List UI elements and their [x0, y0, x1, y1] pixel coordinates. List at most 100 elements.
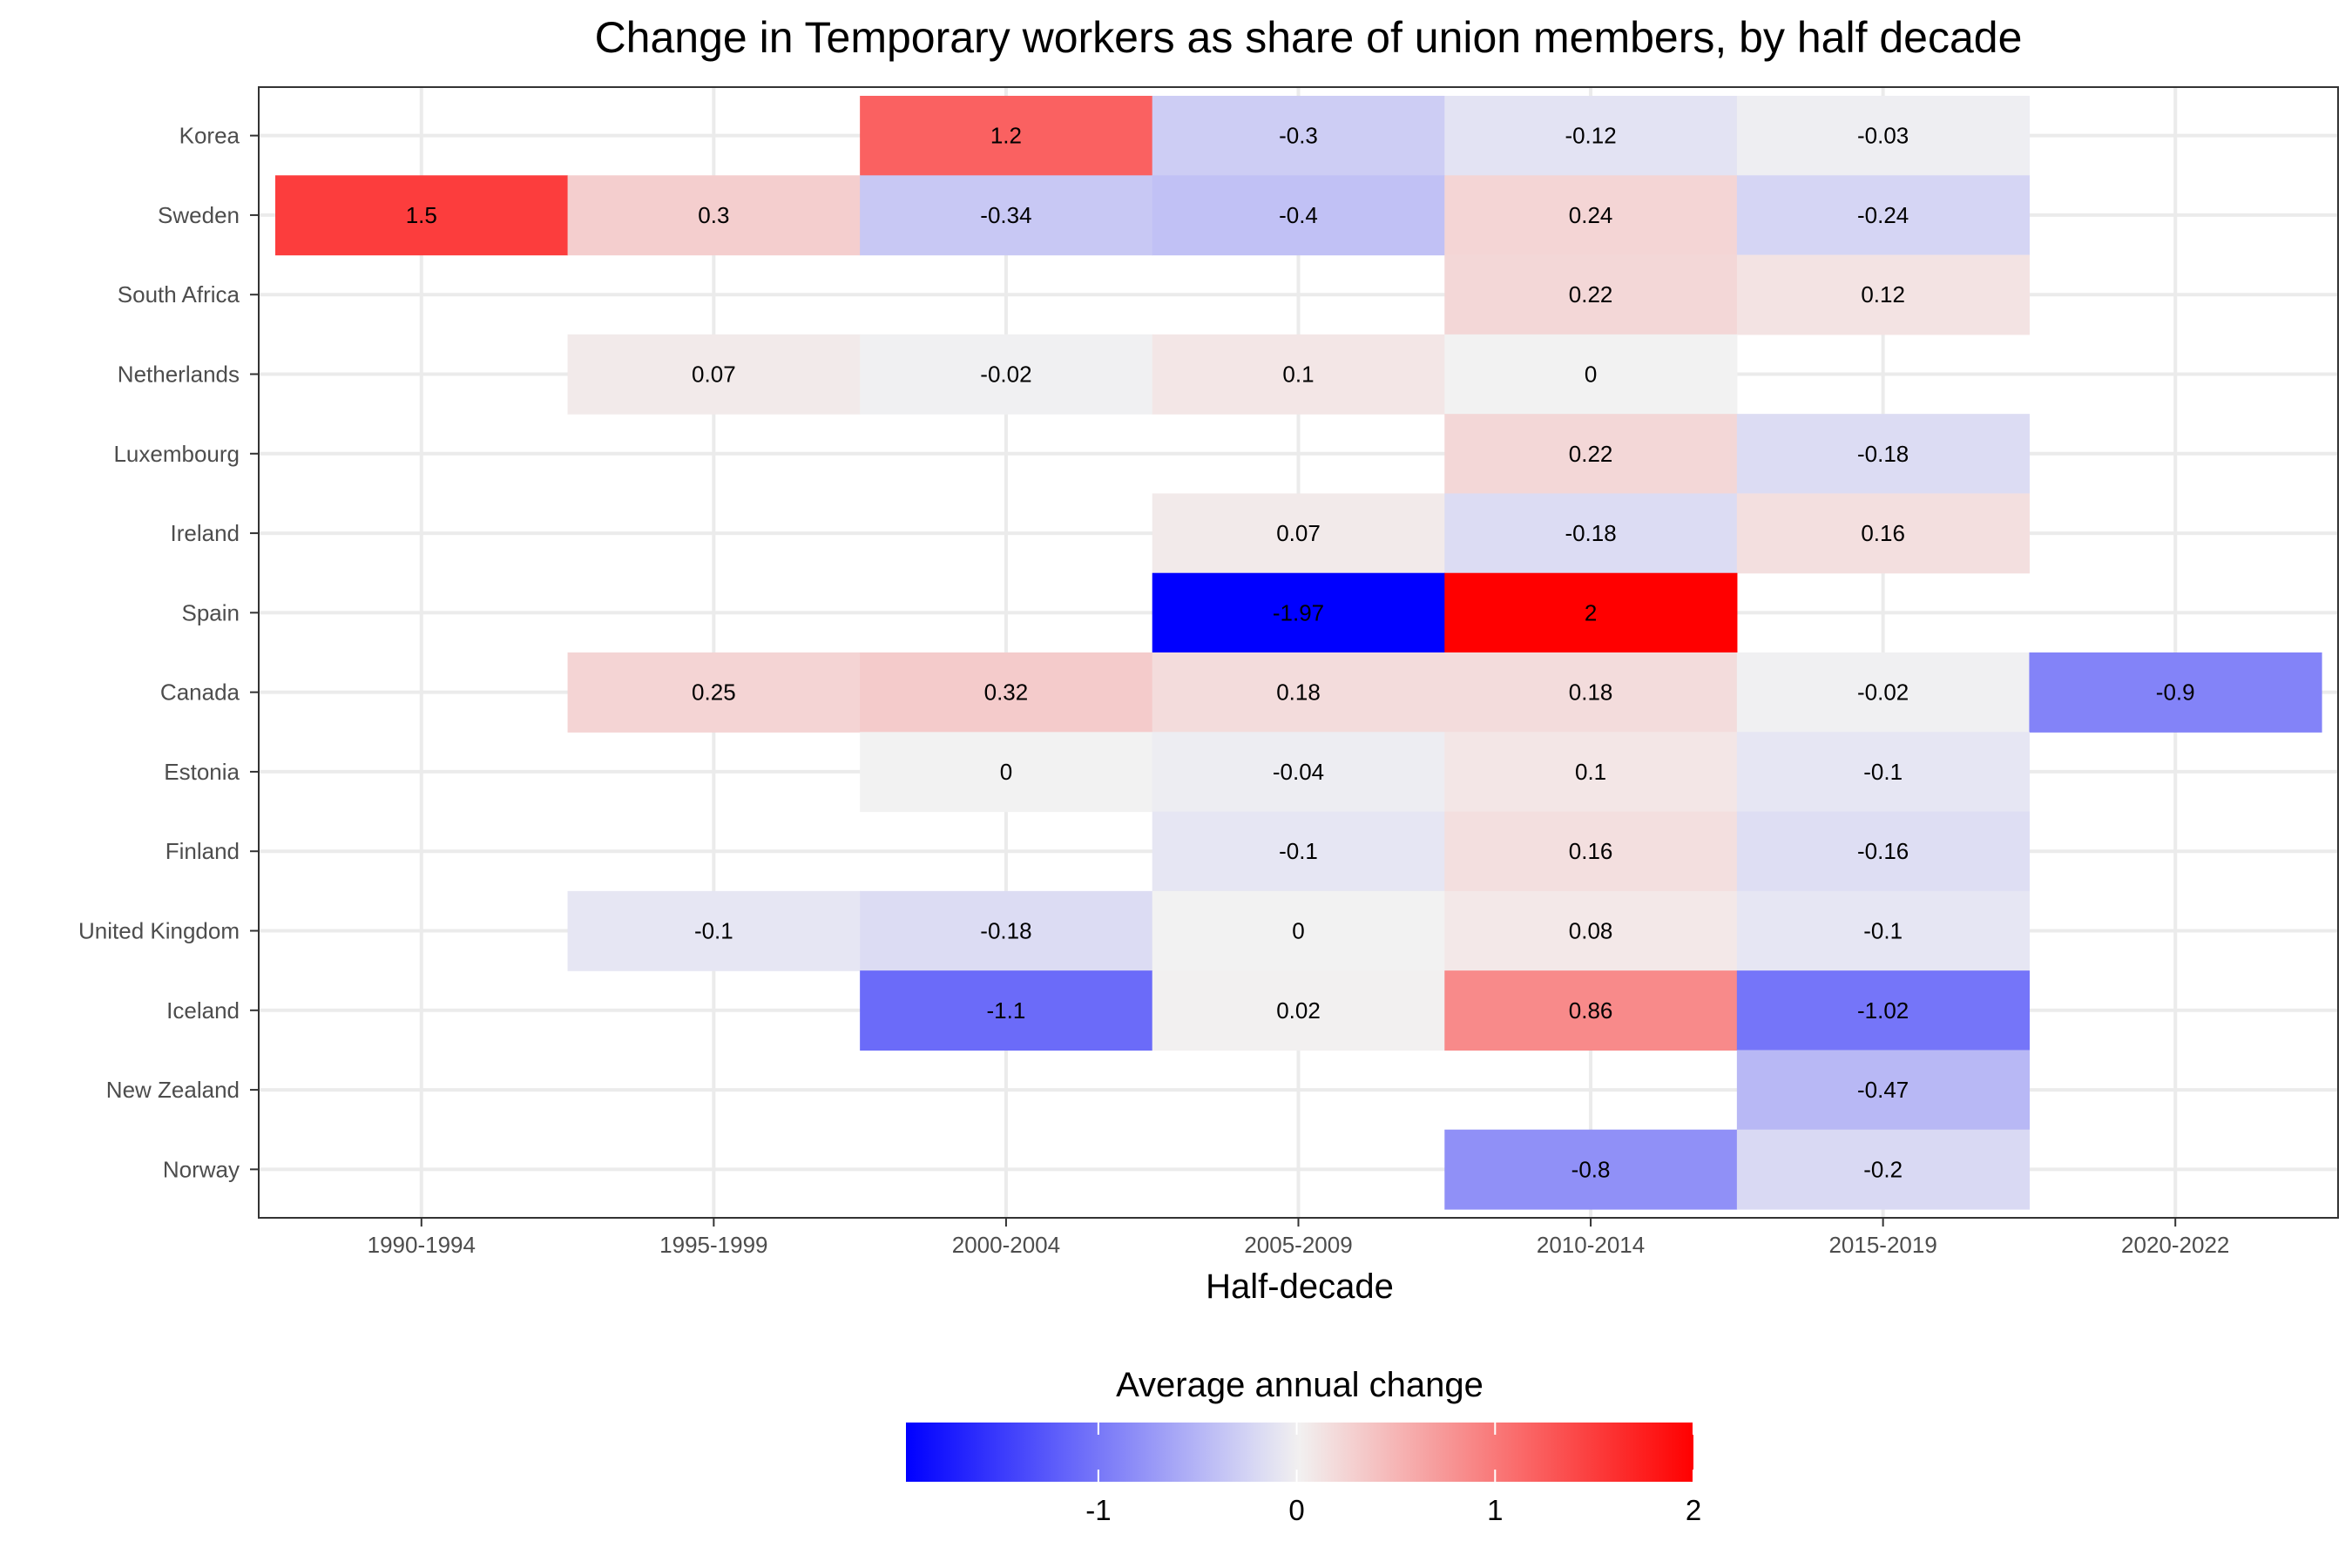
cell-value-label: -0.1: [1863, 918, 1903, 944]
cell-value-label: 0.07: [692, 362, 736, 388]
x-tick-label: 1990-1994: [368, 1232, 476, 1258]
heatmap-cell: [1152, 811, 1445, 892]
heatmap-cell: [1736, 811, 2031, 892]
heatmap-cell: [1152, 175, 1445, 256]
cell-labels-layer: 1.2 -0.3 -0.12 -0.031.5 0.3 -0.34 -0.4 0.24 -0.2…: [406, 123, 2195, 1183]
heatmap-cell: [1444, 493, 1738, 574]
x-tick-label: 2015-2019: [1828, 1232, 1936, 1258]
heatmap-cell: [1152, 890, 1445, 971]
heatmap-cell: [1444, 414, 1738, 495]
cell-value-label: -0.04: [1273, 759, 1324, 785]
heatmap-cell: [1152, 572, 1445, 653]
heatmap-cell: [1444, 1129, 1738, 1210]
x-axis: 1990-1994 1995-1999 2000-2004 2005-2009 2010…: [368, 1218, 2229, 1258]
legend-title: Average annual change: [1116, 1366, 1484, 1404]
cell-value-label: -0.47: [1857, 1077, 1909, 1103]
heatmap-cell: [1152, 970, 1445, 1051]
chart-title: Change in Temporary workers as share of …: [595, 13, 2023, 62]
cell-value-label: 0.12: [1861, 281, 1905, 308]
cell-value-label: 0.86: [1569, 997, 1613, 1024]
heatmap-cell: [860, 970, 1153, 1051]
cell-value-label: 0.24: [1569, 202, 1613, 228]
heatmap-cell: [860, 652, 1153, 733]
cell-value-label: -0.1: [1279, 838, 1318, 864]
y-tick-label: Spain: [182, 599, 240, 625]
cell-value-label: 0.16: [1569, 838, 1613, 864]
cell-value-label: 1.2: [990, 123, 1022, 149]
heatmap-cell: [1444, 811, 1738, 892]
legend-tick-label: -1: [1085, 1494, 1111, 1526]
cell-value-label: -0.02: [980, 362, 1031, 388]
heatmap-cell: [1736, 1129, 2031, 1210]
cell-value-label: -0.03: [1857, 123, 1909, 149]
cell-value-label: 0.22: [1569, 281, 1613, 308]
cell-value-label: 0.25: [692, 679, 736, 706]
heatmap-cell: [860, 890, 1153, 971]
heatmap-cell: [567, 175, 861, 256]
x-tick-label: 2005-2009: [1244, 1232, 1352, 1258]
heatmap-cell: [860, 732, 1153, 813]
x-tick-label: 1995-1999: [659, 1232, 767, 1258]
y-tick-label: Estonia: [164, 759, 240, 785]
x-axis-title: Half-decade: [1206, 1267, 1394, 1306]
cell-value-label: 0: [1292, 918, 1304, 944]
x-tick-label: 2020-2022: [2121, 1232, 2229, 1258]
heatmap-cell: [1736, 1050, 2031, 1131]
legend-ticks: -1 0 1 2: [1085, 1423, 1701, 1526]
cell-value-label: -0.12: [1565, 123, 1616, 149]
y-tick-label: Norway: [163, 1156, 240, 1182]
legend-tick-label: 2: [1686, 1494, 1701, 1526]
cell-value-label: 0.32: [984, 679, 1029, 706]
cell-value-label: -0.8: [1571, 1156, 1611, 1182]
cell-value-label: 0.07: [1276, 520, 1321, 546]
y-tick-label: South Africa: [118, 281, 240, 308]
heatmap-cell: [1736, 175, 2031, 256]
heatmap-cell: [1152, 493, 1445, 574]
cell-value-label: 0: [1000, 759, 1012, 785]
cell-value-label: 1.5: [406, 202, 437, 228]
heatmap-cell: [567, 652, 861, 733]
heatmap-cell: [1736, 652, 2031, 733]
cell-value-label: 0.3: [698, 202, 729, 228]
heatmap-cell: [1736, 414, 2031, 495]
heatmap-cell: [860, 175, 1153, 256]
x-tick-label: 2000-2004: [952, 1232, 1060, 1258]
cell-value-label: -0.02: [1857, 679, 1909, 706]
heatmap-cell: [860, 96, 1153, 176]
cell-value-label: 0: [1585, 362, 1597, 388]
cell-value-label: -0.24: [1857, 202, 1909, 228]
y-tick-label: Ireland: [171, 520, 240, 546]
y-tick-label: Canada: [160, 679, 240, 706]
y-tick-label: Luxembourg: [113, 441, 240, 467]
heatmap-cell: [1444, 652, 1738, 733]
heatmap-cell: [275, 175, 569, 256]
heatmap-cell: [567, 334, 861, 415]
y-axis: Korea Sweden South Africa Netherlands Luxemb…: [78, 123, 259, 1182]
heatmap-cell: [1444, 890, 1738, 971]
cells-layer: [275, 96, 2322, 1210]
cell-value-label: 0.22: [1569, 441, 1613, 467]
y-tick-label: Finland: [166, 838, 240, 864]
heatmap-cell: [1736, 732, 2031, 813]
legend-tick-label: 0: [1288, 1494, 1304, 1526]
cell-value-label: -0.2: [1863, 1156, 1903, 1182]
y-tick-label: Sweden: [158, 202, 240, 228]
cell-value-label: 0.1: [1575, 759, 1606, 785]
heatmap-cell: [1736, 254, 2031, 335]
y-tick-label: New Zealand: [106, 1077, 240, 1103]
cell-value-label: -1.97: [1273, 599, 1324, 625]
y-tick-label: Iceland: [166, 997, 240, 1024]
cell-value-label: -0.18: [1565, 520, 1616, 546]
legend-colorbar: [906, 1423, 1693, 1482]
cell-value-label: -0.18: [980, 918, 1031, 944]
cell-value-label: 0.16: [1861, 520, 1905, 546]
heatmap-cell: [1152, 732, 1445, 813]
heatmap-cell: [860, 334, 1153, 415]
cell-value-label: -0.1: [694, 918, 733, 944]
cell-value-label: 0.08: [1569, 918, 1613, 944]
cell-value-label: 2: [1585, 599, 1597, 625]
heatmap-cell: [1444, 96, 1738, 176]
heatmap-cell: [1152, 652, 1445, 733]
y-tick-label: United Kingdom: [78, 918, 240, 944]
